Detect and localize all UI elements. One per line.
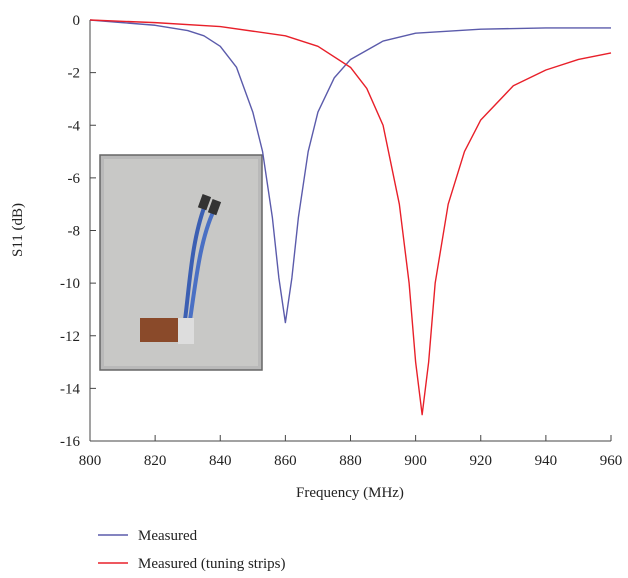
series-line [89,19,612,416]
y-tick-label: -8 [68,224,81,240]
x-tick-label: 940 [535,453,558,469]
series-line [89,19,611,324]
y-axis-label: S11 (dB) [10,203,26,257]
y-tick-label: -6 [68,171,81,187]
y-tick-label: -2 [68,66,81,82]
y-tick-label: -16 [60,434,80,450]
legend: Measured Measured (tuning strips) [98,528,285,572]
legend-label: Measured (tuning strips) [138,556,285,572]
x-tick-label: 880 [339,453,362,469]
y-tick-label: -12 [60,329,80,345]
y-tick-label: -14 [60,381,80,397]
x-tick-label: 820 [144,453,167,469]
y-tick-label: -4 [68,118,81,134]
x-tick-label: 920 [470,453,493,469]
x-tick-label: 960 [600,453,623,469]
y-tick-label: 0 [73,13,81,29]
x-tick-label: 900 [404,453,427,469]
x-tick-label: 800 [79,453,102,469]
x-tick-label: 860 [274,453,297,469]
y-tick-label: -10 [60,276,80,292]
legend-label: Measured [138,528,198,544]
x-axis-label: Frequency (MHz) [296,485,404,501]
inset-photo [99,154,263,371]
x-tick-label: 840 [209,453,232,469]
